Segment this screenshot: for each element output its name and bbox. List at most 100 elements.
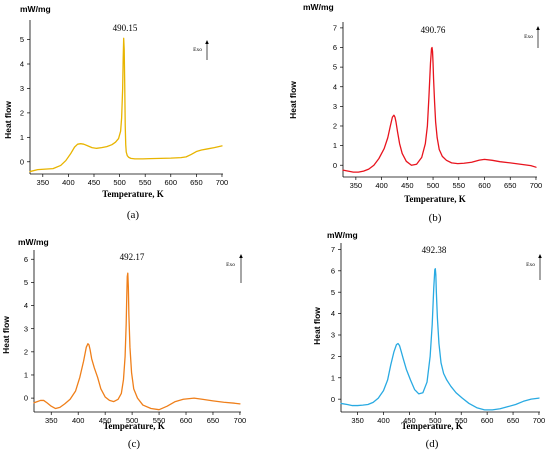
y-tick-label: 3 — [333, 102, 337, 111]
y-axis-title: Heat flow — [288, 81, 298, 119]
dsc-chart-a: mW/mg Heat flow Temperature, K (a) 490.1… — [3, 4, 229, 221]
y-tick-label: 7 — [331, 245, 335, 254]
exo-label: Exo — [226, 262, 235, 268]
x-tick-label: 350 — [45, 416, 58, 425]
unit-label: mW/mg — [327, 230, 358, 240]
exo-arrow-icon — [239, 254, 243, 283]
y-tick-label: 5 — [331, 288, 335, 297]
y-tick-label: 4 — [331, 309, 335, 318]
peak-temperature-label: 490.76 — [421, 25, 446, 35]
dsc-curve — [340, 268, 540, 411]
panel-caption: (b) — [429, 212, 442, 224]
dsc-chart-c: mW/mg Heat flow Temperature, K (c) 492.1… — [1, 237, 247, 450]
x-tick-label: 600 — [481, 416, 494, 425]
dsc-curve — [33, 272, 241, 411]
x-tick-label: 650 — [504, 181, 517, 190]
y-axis-title: Heat flow — [312, 307, 322, 345]
y-tick-label: 0 — [20, 157, 24, 166]
panel-caption: (d) — [426, 438, 439, 450]
x-tick-label: 450 — [88, 178, 101, 187]
y-tick-label: 1 — [333, 141, 337, 150]
y-tick-label: 1 — [331, 373, 335, 382]
y-tick-label: 5 — [24, 278, 28, 287]
x-tick-label: 700 — [533, 416, 546, 425]
x-tick-label: 600 — [165, 178, 178, 187]
y-tick-label: 1 — [20, 133, 24, 142]
exo-arrow-icon — [538, 254, 542, 280]
y-tick-label: 0 — [331, 395, 335, 404]
exo-label: Exo — [193, 47, 202, 53]
x-tick-label: 450 — [401, 181, 414, 190]
x-tick-label: 550 — [139, 178, 152, 187]
unit-label: mW/mg — [18, 237, 49, 247]
chart-panel-d: mW/mg Heat flow Temperature, K (d) 492.3… — [283, 228, 545, 453]
x-tick-label: 500 — [126, 416, 139, 425]
x-tick-label: 650 — [190, 178, 203, 187]
y-tick-label: 4 — [333, 82, 337, 91]
y-tick-label: 4 — [20, 60, 24, 69]
peak-temperature-label: 490.15 — [113, 23, 138, 33]
y-tick-label: 4 — [24, 301, 28, 310]
x-tick-label: 350 — [37, 178, 50, 187]
dsc-chart-b: mW/mg Heat flow Temperature, K (b) 490.7… — [288, 2, 543, 224]
x-tick-label: 650 — [207, 416, 220, 425]
y-tick-label: 5 — [333, 63, 337, 72]
x-tick-label: 500 — [429, 416, 442, 425]
x-tick-label: 550 — [453, 181, 466, 190]
y-tick-label: 2 — [331, 352, 335, 361]
x-axis-title: Temperature, K — [102, 189, 164, 199]
y-tick-label: 5 — [20, 35, 24, 44]
y-tick-label: 1 — [24, 371, 28, 380]
panel-caption: (c) — [128, 438, 141, 450]
x-axis-title: Temperature, K — [401, 421, 463, 431]
x-tick-label: 550 — [153, 416, 166, 425]
y-tick-label: 2 — [333, 122, 337, 131]
y-axis-title: Heat flow — [3, 101, 13, 139]
peak-temperature-label: 492.17 — [120, 252, 145, 262]
y-tick-label: 6 — [333, 43, 337, 52]
x-tick-label: 700 — [216, 178, 229, 187]
x-tick-label: 450 — [99, 416, 112, 425]
y-tick-label: 0 — [24, 394, 28, 403]
exo-label: Exo — [524, 34, 533, 40]
y-tick-label: 2 — [20, 108, 24, 117]
x-axis-title: Temperature, K — [404, 194, 466, 204]
x-tick-label: 700 — [530, 181, 543, 190]
x-tick-label: 450 — [403, 416, 416, 425]
chart-panel-a: mW/mg Heat flow Temperature, K (a) 490.1… — [0, 0, 262, 226]
y-tick-label: 6 — [331, 266, 335, 275]
chart-panel-b: mW/mg Heat flow Temperature, K (b) 490.7… — [283, 0, 545, 226]
unit-label: mW/mg — [20, 4, 51, 14]
y-tick-label: 2 — [24, 347, 28, 356]
x-tick-label: 500 — [113, 178, 126, 187]
x-tick-label: 350 — [351, 416, 364, 425]
x-tick-label: 400 — [377, 416, 390, 425]
dsc-curve — [29, 37, 223, 173]
y-tick-label: 0 — [333, 161, 337, 170]
x-tick-label: 700 — [234, 416, 247, 425]
unit-label: mW/mg — [303, 2, 334, 12]
y-tick-label: 3 — [20, 84, 24, 93]
x-tick-label: 600 — [180, 416, 193, 425]
x-tick-label: 400 — [72, 416, 85, 425]
x-tick-label: 550 — [455, 416, 468, 425]
dsc-curve — [342, 46, 537, 173]
x-tick-label: 500 — [427, 181, 440, 190]
x-tick-label: 600 — [478, 181, 491, 190]
exo-arrow-icon — [536, 26, 540, 48]
x-tick-label: 400 — [62, 178, 75, 187]
y-tick-label: 3 — [331, 331, 335, 340]
y-tick-label: 3 — [24, 324, 28, 333]
chart-panel-c: mW/mg Heat flow Temperature, K (c) 492.1… — [0, 228, 262, 453]
exo-label: Exo — [526, 262, 535, 268]
panel-caption: (a) — [127, 209, 140, 221]
y-axis-title: Heat flow — [1, 316, 11, 354]
peak-temperature-label: 492.38 — [422, 245, 447, 255]
x-tick-label: 400 — [375, 181, 388, 190]
y-tick-label: 6 — [24, 255, 28, 264]
x-tick-label: 350 — [350, 181, 363, 190]
dsc-chart-d: mW/mg Heat flow Temperature, K (d) 492.3… — [312, 230, 546, 450]
y-tick-label: 7 — [333, 23, 337, 32]
x-axis-title: Temperature, K — [103, 421, 165, 431]
exo-arrow-icon — [205, 40, 209, 60]
